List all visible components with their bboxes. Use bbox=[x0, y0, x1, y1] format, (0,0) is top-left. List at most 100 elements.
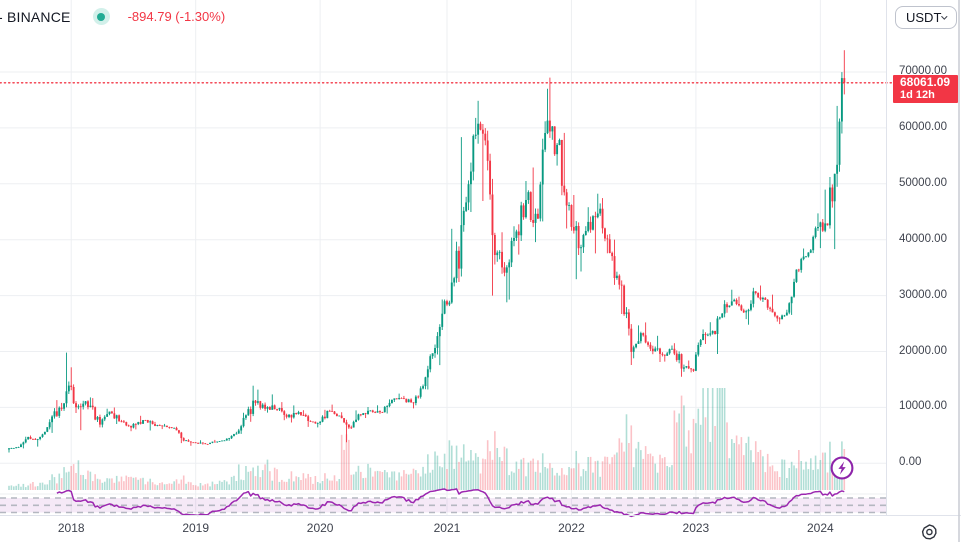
candle bbox=[201, 442, 204, 444]
volume-bar bbox=[776, 471, 779, 490]
volume-bar bbox=[742, 455, 745, 490]
volume-bar bbox=[721, 388, 724, 490]
volume-bar bbox=[130, 476, 132, 490]
candle bbox=[118, 415, 121, 422]
volume-bar bbox=[266, 459, 269, 490]
time-tick-label: 2022 bbox=[558, 521, 585, 535]
candle bbox=[237, 430, 240, 434]
price-axis[interactable]: 70000.00 60000.00 50000.00 40000.00 30000.00… bbox=[886, 0, 961, 515]
volume-bar bbox=[216, 484, 219, 490]
volume-bar bbox=[51, 474, 53, 490]
candle bbox=[364, 413, 367, 414]
candle bbox=[209, 442, 211, 444]
candle bbox=[623, 285, 626, 315]
volume-bar bbox=[424, 473, 427, 490]
candle bbox=[355, 419, 357, 422]
volume-bar bbox=[226, 481, 228, 490]
candle bbox=[627, 312, 630, 329]
candle bbox=[134, 423, 137, 425]
volume-bar bbox=[360, 471, 362, 490]
volume-bar bbox=[671, 465, 673, 490]
candle bbox=[644, 335, 647, 343]
candle bbox=[647, 342, 649, 345]
candle bbox=[381, 412, 384, 413]
candle bbox=[110, 411, 113, 414]
volume-bar bbox=[762, 456, 764, 490]
volume-bar bbox=[503, 446, 506, 490]
volume-bar bbox=[247, 471, 250, 490]
volume-bar bbox=[139, 478, 142, 490]
volume-bar bbox=[415, 470, 417, 490]
volume-bar bbox=[324, 473, 326, 490]
volume-bar bbox=[601, 461, 604, 490]
volume-bar bbox=[132, 477, 135, 490]
volume-bar bbox=[135, 477, 137, 490]
candle bbox=[137, 422, 140, 425]
currency-dropdown-button[interactable]: USDT bbox=[895, 6, 957, 29]
volume-bar bbox=[795, 468, 798, 490]
candle bbox=[156, 425, 159, 426]
candle bbox=[560, 140, 563, 186]
lightning-icon[interactable] bbox=[829, 455, 855, 481]
candle bbox=[218, 441, 221, 442]
volume-bar bbox=[793, 465, 795, 490]
candle bbox=[168, 427, 171, 428]
candle bbox=[714, 331, 716, 334]
volume-bar bbox=[702, 388, 704, 490]
volume-bar bbox=[482, 458, 484, 490]
volume-bar bbox=[539, 472, 542, 490]
candle bbox=[130, 425, 133, 428]
candle bbox=[546, 120, 549, 134]
candle bbox=[706, 334, 709, 336]
candle bbox=[807, 252, 810, 257]
candle bbox=[659, 348, 661, 354]
volume-bar bbox=[434, 451, 436, 490]
candle bbox=[783, 315, 786, 317]
market-status-icon bbox=[92, 8, 110, 25]
volume-bar bbox=[606, 456, 609, 490]
candle bbox=[331, 411, 334, 412]
volume-bar bbox=[759, 449, 762, 490]
candle bbox=[99, 417, 101, 425]
candle bbox=[199, 442, 202, 444]
candle bbox=[323, 416, 326, 419]
candle bbox=[139, 422, 142, 424]
candle bbox=[735, 299, 738, 304]
symbol-title[interactable]: - BINANCE bbox=[0, 8, 71, 25]
candle bbox=[166, 425, 168, 427]
volume-bar bbox=[340, 434, 343, 490]
volume-bar bbox=[683, 405, 685, 490]
volume-bar bbox=[240, 479, 242, 490]
volume-bar bbox=[151, 482, 154, 490]
candle bbox=[31, 439, 34, 440]
candle bbox=[649, 344, 652, 349]
volume-bar bbox=[577, 463, 580, 490]
candle bbox=[489, 160, 492, 195]
time-tick-label: 2020 bbox=[306, 521, 334, 535]
candle bbox=[757, 293, 760, 298]
candle bbox=[534, 213, 537, 223]
volume-bar bbox=[527, 462, 530, 490]
candle bbox=[87, 401, 89, 408]
candle bbox=[36, 439, 39, 440]
volume-bar bbox=[29, 483, 32, 490]
candle bbox=[668, 349, 671, 354]
oscillator-pane bbox=[0, 488, 886, 518]
candle bbox=[738, 304, 740, 306]
candle bbox=[642, 333, 645, 336]
volume-bar bbox=[726, 422, 728, 490]
volume-bar bbox=[123, 481, 125, 490]
candle bbox=[333, 411, 336, 415]
candle bbox=[405, 398, 408, 403]
volume-bar bbox=[630, 425, 633, 490]
volume-bar bbox=[719, 388, 721, 490]
settings-gear-icon[interactable] bbox=[920, 523, 939, 542]
volume-bar bbox=[450, 445, 453, 490]
volume-bar bbox=[278, 481, 281, 490]
volume-bar bbox=[48, 480, 51, 490]
candle bbox=[300, 412, 302, 415]
candle bbox=[335, 414, 338, 417]
volume-bar bbox=[218, 480, 221, 490]
time-axis[interactable]: 2018 2019 2020 2021 2022 2023 2024 bbox=[0, 515, 886, 542]
